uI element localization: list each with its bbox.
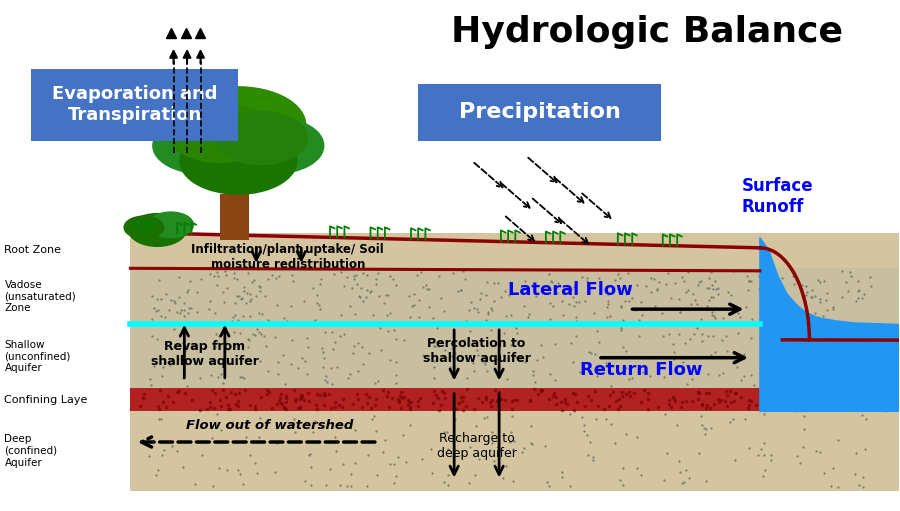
- Text: Surface
Runoff: Surface Runoff: [742, 177, 814, 216]
- Text: Confining Laye: Confining Laye: [4, 395, 88, 405]
- Bar: [220, 194, 249, 240]
- FancyBboxPatch shape: [32, 69, 238, 141]
- Circle shape: [148, 212, 194, 238]
- Bar: [130, 233, 899, 268]
- FancyBboxPatch shape: [418, 84, 661, 141]
- Bar: [130, 388, 899, 411]
- Text: Percolation to
shallow aquifer: Percolation to shallow aquifer: [423, 337, 531, 365]
- Bar: [130, 324, 899, 388]
- Circle shape: [180, 128, 297, 194]
- Bar: [130, 411, 899, 491]
- Text: Hydrologic Balance: Hydrologic Balance: [452, 15, 843, 50]
- Text: Shallow
(unconfined)
Aquifer: Shallow (unconfined) Aquifer: [4, 340, 71, 373]
- Text: Deep
(confined)
Aquifer: Deep (confined) Aquifer: [4, 434, 58, 468]
- Text: Vadose
(unsaturated)
Zone: Vadose (unsaturated) Zone: [4, 280, 76, 313]
- Text: Recharge to
deep aquifer: Recharge to deep aquifer: [436, 432, 517, 460]
- Circle shape: [225, 118, 324, 174]
- Polygon shape: [760, 238, 899, 411]
- Bar: [130, 268, 899, 324]
- Circle shape: [171, 87, 306, 164]
- Circle shape: [129, 214, 186, 246]
- Text: Flow out of watershed: Flow out of watershed: [186, 419, 354, 432]
- Text: Infiltration/plant uptake/ Soil
moisture redistribution: Infiltration/plant uptake/ Soil moisture…: [192, 243, 384, 271]
- Text: Evaporation and
Transpiration: Evaporation and Transpiration: [52, 85, 218, 124]
- Text: Lateral Flow: Lateral Flow: [508, 281, 633, 299]
- Circle shape: [168, 103, 273, 162]
- Circle shape: [214, 111, 308, 165]
- Circle shape: [124, 216, 164, 239]
- Text: Precipitation: Precipitation: [459, 102, 620, 123]
- Text: Root Zone: Root Zone: [4, 245, 61, 256]
- Circle shape: [153, 118, 252, 174]
- Text: Revap from
shallow aquifer: Revap from shallow aquifer: [151, 340, 259, 368]
- Text: Return Flow: Return Flow: [580, 361, 703, 380]
